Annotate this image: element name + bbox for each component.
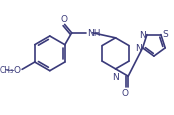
Text: N: N: [112, 72, 119, 81]
Text: O: O: [60, 14, 67, 23]
Text: S: S: [163, 30, 168, 39]
Text: O: O: [121, 88, 128, 97]
Text: N: N: [135, 44, 142, 53]
Text: —O: —O: [5, 65, 21, 74]
Text: CH₃: CH₃: [0, 66, 13, 75]
Text: NH: NH: [87, 29, 101, 38]
Text: N: N: [139, 31, 146, 40]
